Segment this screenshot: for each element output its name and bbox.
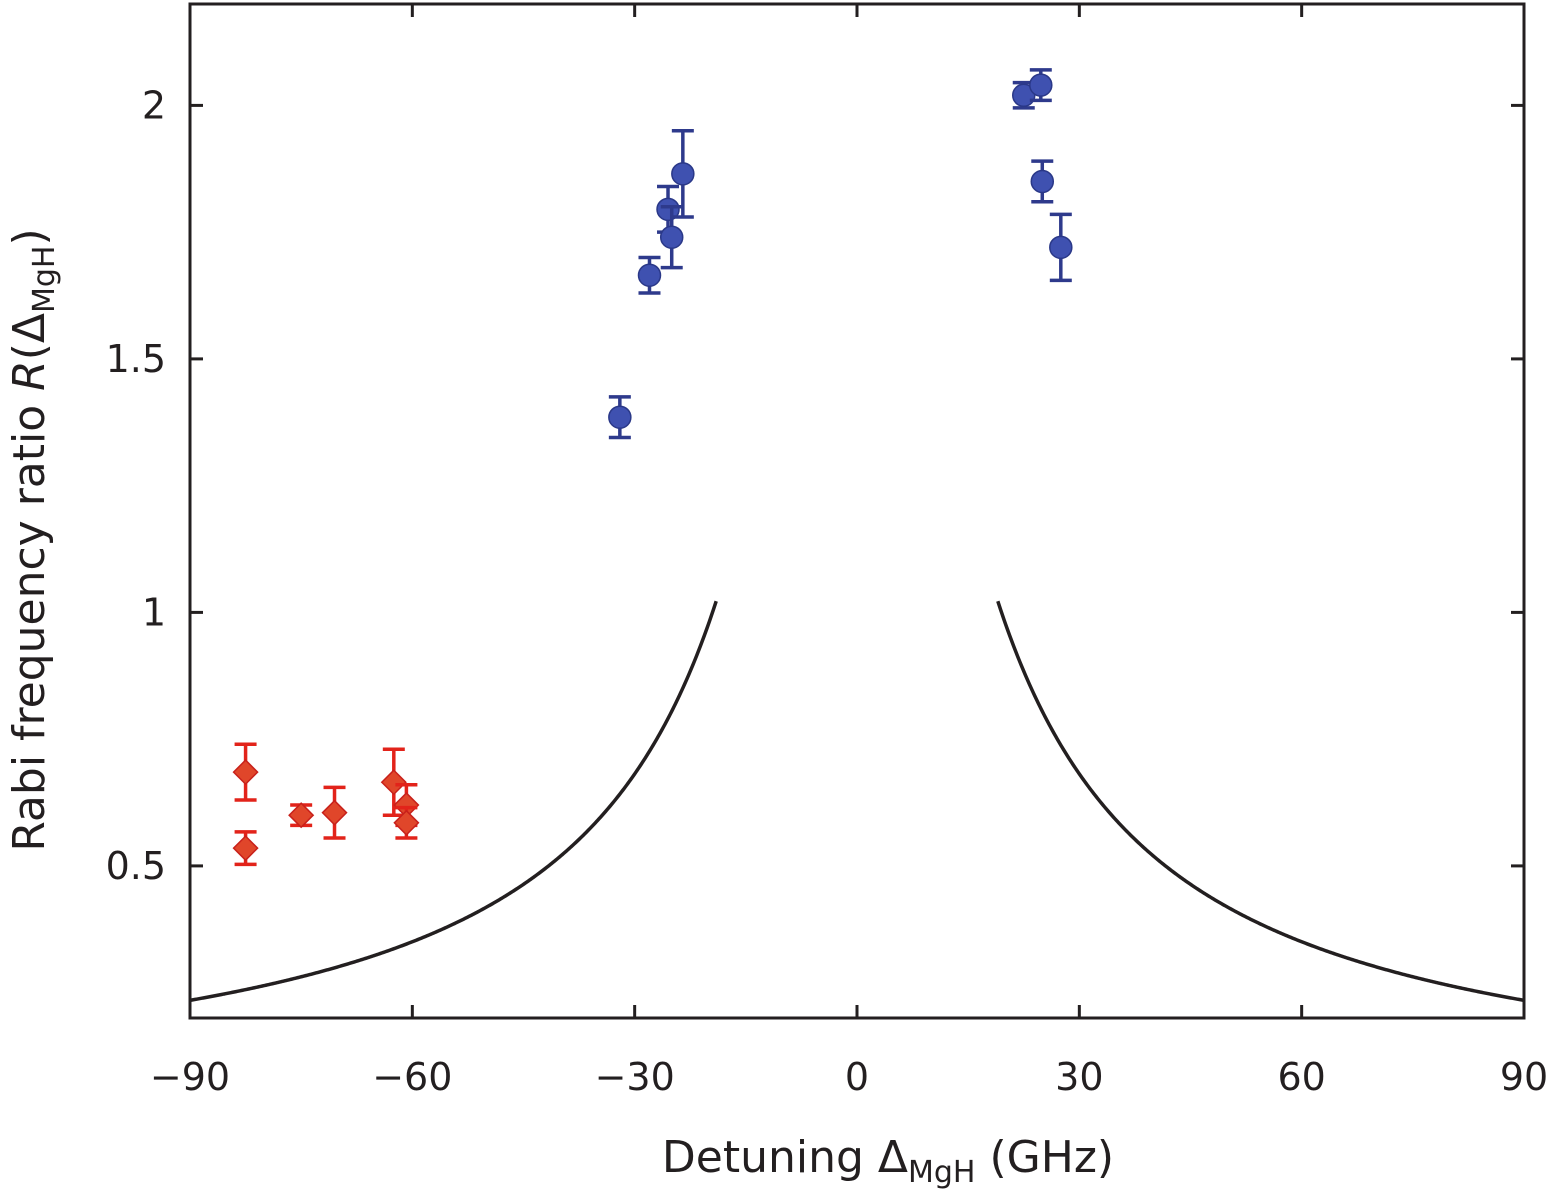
data-point-circle: [608, 405, 632, 429]
series-diamond: [232, 742, 420, 867]
x-axis-label: Detuning ΔMgH (GHz): [662, 1132, 1114, 1190]
x-tick-label: −60: [372, 1055, 452, 1099]
data-point-diamond: [393, 809, 420, 836]
data-point-diamond: [288, 802, 315, 829]
data-point-circle: [671, 162, 695, 186]
y-tick-label: 1: [142, 590, 166, 634]
data-point-circle: [659, 225, 684, 249]
model-curve-left: [190, 600, 718, 1003]
x-tick-label: −30: [595, 1055, 675, 1099]
series-circle: [608, 68, 1073, 440]
data-point-circle: [1029, 73, 1053, 97]
data-point-circle: [656, 197, 680, 222]
data-point-diamond: [232, 759, 259, 786]
data-point-diamond: [380, 769, 407, 796]
plot-frame: [188, 2, 1526, 1020]
x-tick-label: 0: [845, 1055, 869, 1099]
data-point-circle: [1049, 235, 1073, 260]
data-point-circle: [1030, 169, 1055, 194]
data-series: [232, 68, 1073, 867]
x-tick-label: 60: [1277, 1055, 1325, 1099]
axis-ticks: [188, 4, 1526, 1018]
axes-box: [188, 2, 1526, 1020]
x-tick-label: −90: [150, 1055, 230, 1099]
y-tick-label: 2: [142, 83, 166, 127]
data-point-circle: [1012, 83, 1036, 108]
data-point-diamond: [232, 835, 259, 862]
tick-labels: −90 −60 −30 0 30 60 90 0.5 1 1.5 2: [106, 83, 1546, 1099]
data-point-diamond: [321, 799, 348, 826]
x-tick-label: 90: [1500, 1055, 1546, 1099]
y-tick-label: 0.5: [106, 844, 166, 888]
y-axis-label: Rabi frequency ratio R(ΔMgH): [4, 228, 62, 851]
model-curves: [190, 600, 1524, 1003]
x-tick-label: 30: [1055, 1055, 1103, 1099]
model-curve-right: [996, 600, 1524, 1003]
y-tick-label: 1.5: [106, 337, 166, 381]
data-point-circle: [637, 263, 662, 287]
